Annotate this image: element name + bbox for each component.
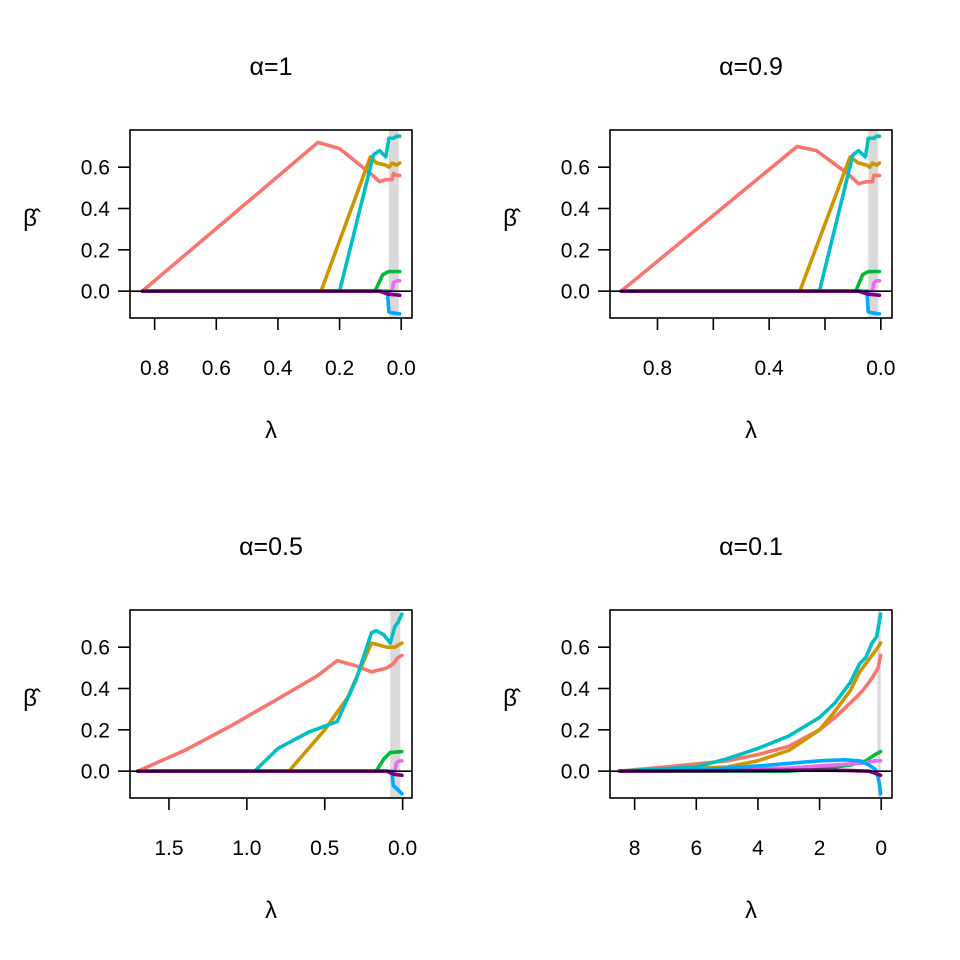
x-axis-label: λ — [745, 897, 757, 924]
y-tick-label: 0.6 — [561, 157, 590, 180]
x-tick-label: 2 — [814, 837, 826, 860]
y-axis-label: β̂ — [503, 205, 521, 232]
series-line-3 — [617, 612, 883, 773]
y-tick-label: 0.2 — [561, 239, 590, 262]
y-tick-label: 0.4 — [561, 678, 591, 701]
panel-alpha-0-9: α=0.9 λ β̂ 0.8 0.4 0.0 0.0 0.2 0.4 0.6 — [503, 53, 895, 444]
x-axis-label: λ — [265, 897, 277, 924]
plot-frame — [609, 609, 893, 799]
plot-frame — [129, 129, 413, 319]
panel-alpha-0-1: α=0.1 λ β̂ 8 6 4 2 0 0.0 0.2 0.4 0.6 — [503, 533, 893, 924]
series-line-1 — [140, 140, 402, 293]
y-tick-label: 0.0 — [561, 761, 590, 784]
panel-alpha-0-5: α=0.5 λ β̂ 1.5 1.0 0.5 0.0 0.0 0.2 0.4 0.6 — [23, 533, 417, 924]
y-tick-label: 0.4 — [81, 678, 111, 701]
y-tick-label: 0.2 — [81, 719, 110, 742]
x-tick-label: 0.4 — [263, 357, 293, 380]
x-tick-label: 8 — [629, 837, 641, 860]
x-tick-label: 1.0 — [232, 837, 261, 860]
panel-title: α=0.9 — [719, 53, 783, 81]
panel-title: α=0.1 — [719, 533, 783, 561]
series-line-1 — [619, 144, 882, 293]
panel-title: α=0.5 — [239, 533, 303, 561]
panel-title: α=1 — [250, 53, 293, 81]
series-line-3 — [135, 612, 404, 773]
x-tick-label: 6 — [690, 837, 702, 860]
series-line-6 — [617, 757, 883, 796]
highlight-band — [390, 610, 401, 798]
y-tick-label: 0.0 — [561, 281, 590, 304]
y-axis-label: β̂ — [503, 685, 521, 712]
x-tick-label: 0.0 — [387, 357, 416, 380]
highlight-band — [877, 610, 881, 798]
x-tick-label: 0.8 — [140, 357, 169, 380]
x-tick-label: 0.8 — [643, 357, 672, 380]
y-tick-label: 0.2 — [561, 719, 590, 742]
x-tick-label: 0.5 — [310, 837, 339, 860]
plot-frame — [609, 129, 893, 319]
series-line-2 — [140, 155, 402, 293]
x-axis-label: λ — [265, 417, 277, 444]
x-tick-label: 0.2 — [325, 357, 354, 380]
series-line-3 — [140, 134, 402, 293]
highlight-band — [388, 130, 399, 318]
series-line-2 — [619, 155, 882, 293]
x-tick-label: 0.0 — [388, 837, 417, 860]
series-line-3 — [619, 134, 882, 293]
x-tick-label: 0.0 — [866, 357, 895, 380]
panel-alpha-1: α=1 λ β̂ 0.8 0.6 0.4 0.2 0.0 0.0 0.2 0.4 0.6 — [23, 53, 416, 444]
y-axis-label: β̂ — [23, 205, 41, 232]
highlight-band — [868, 130, 879, 318]
y-tick-label: 0.2 — [81, 239, 110, 262]
y-tick-label: 0.4 — [561, 198, 591, 221]
x-tick-label: 1.5 — [154, 837, 183, 860]
plot-frame — [129, 609, 413, 799]
x-axis-label: λ — [745, 417, 757, 444]
x-tick-label: 0.4 — [755, 357, 785, 380]
x-tick-label: 0.6 — [202, 357, 231, 380]
series-line-1 — [135, 653, 404, 773]
y-tick-label: 0.4 — [81, 198, 111, 221]
y-tick-label: 0.6 — [81, 637, 110, 660]
y-tick-label: 0.0 — [81, 761, 110, 784]
y-axis-label: β̂ — [23, 685, 41, 712]
series-line-2 — [617, 641, 883, 773]
series-line-2 — [135, 641, 404, 773]
y-tick-label: 0.6 — [81, 157, 110, 180]
x-tick-label: 4 — [752, 837, 764, 860]
x-tick-label: 0 — [875, 837, 887, 860]
y-tick-label: 0.0 — [81, 281, 110, 304]
plot-area — [619, 130, 882, 318]
y-tick-label: 0.6 — [561, 637, 590, 660]
